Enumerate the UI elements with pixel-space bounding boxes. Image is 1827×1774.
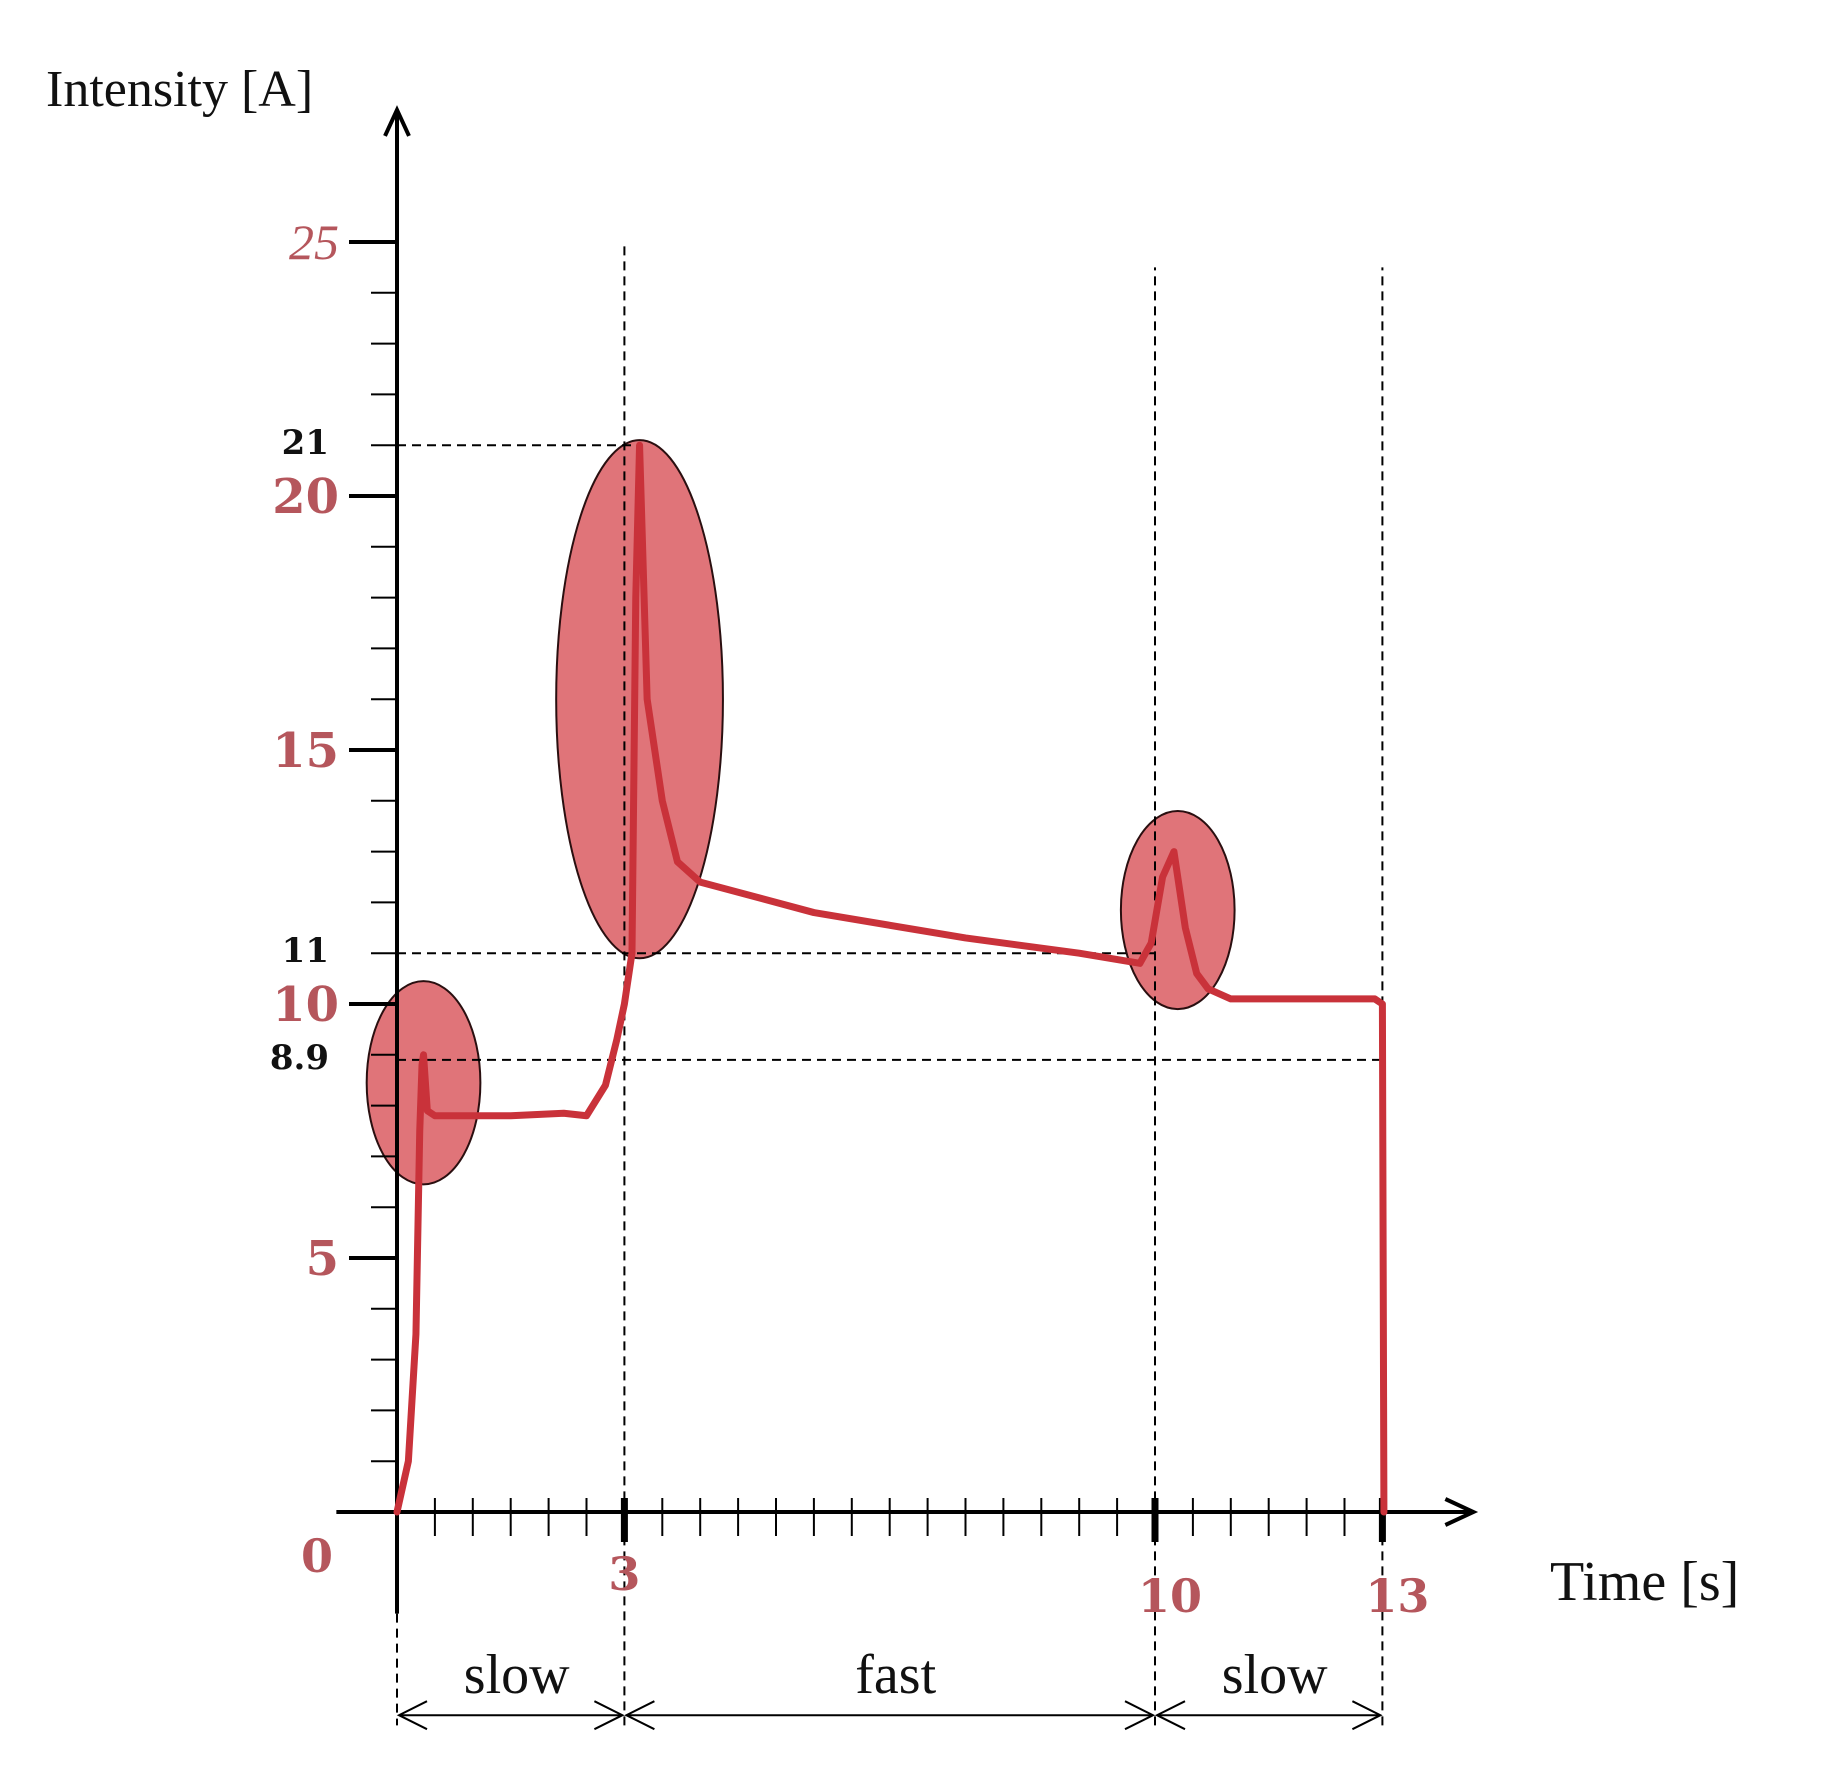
y-tick-label: 10 bbox=[272, 977, 339, 1033]
axes bbox=[336, 105, 1479, 1614]
y-tick-label: 20 bbox=[272, 469, 339, 525]
y-tick-label: 5 bbox=[306, 1231, 339, 1287]
y-axis-arrowhead bbox=[383, 105, 411, 137]
x-tick-label: 13 bbox=[1365, 1569, 1429, 1623]
x-tick-label: 10 bbox=[1138, 1569, 1202, 1623]
phase-annotations: slow fast slow bbox=[396, 1644, 1383, 1731]
phase-arrowhead-right bbox=[1124, 1700, 1156, 1731]
phase-arrowhead-right bbox=[1351, 1700, 1383, 1731]
y-reference-label: 21 bbox=[282, 423, 329, 463]
phase-arrowhead-left bbox=[396, 1700, 428, 1731]
phase-label-1: slow bbox=[464, 1644, 570, 1706]
y-tick-label: 15 bbox=[272, 723, 339, 779]
x-axis-arrowhead bbox=[1444, 1497, 1479, 1527]
x-tick-label: 0 bbox=[301, 1529, 333, 1583]
y-reference-label: 8.9 bbox=[270, 1038, 329, 1078]
series-layer bbox=[393, 441, 1388, 1516]
highlight-ellipse-3 bbox=[1119, 809, 1236, 1011]
phase-arrowhead-left bbox=[1154, 1700, 1186, 1731]
phase-label-2: fast bbox=[855, 1644, 936, 1706]
highlight-ellipses bbox=[365, 439, 1236, 1186]
x-tick-label: 3 bbox=[608, 1547, 640, 1601]
y-axis-label: Intensity [A] bbox=[46, 61, 313, 118]
x-axis-label: Time [s] bbox=[1550, 1551, 1739, 1613]
phase-arrowhead-left bbox=[624, 1700, 655, 1731]
phase-arrowhead-right bbox=[593, 1700, 625, 1731]
y-tick-label: 25 bbox=[289, 214, 339, 270]
series-line-1 bbox=[393, 441, 1388, 1516]
phase-label-3: slow bbox=[1222, 1644, 1328, 1706]
y-reference-label: 11 bbox=[282, 931, 329, 971]
highlight-ellipse-2 bbox=[555, 439, 724, 960]
labels: Intensity [A] Time [s] 5 10 15 20 25 8.9 11 21 0… bbox=[46, 61, 1739, 1623]
